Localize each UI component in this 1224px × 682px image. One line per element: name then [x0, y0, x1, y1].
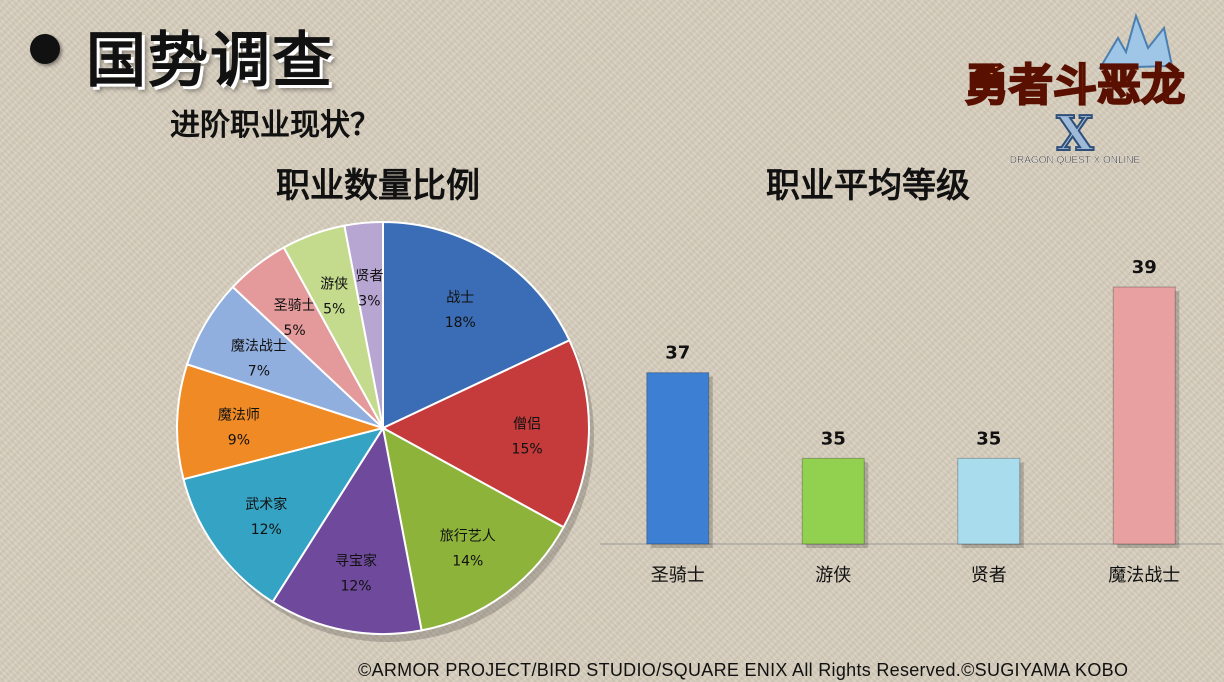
pie-slice-label: 僧侣 [513, 417, 541, 433]
pie-slice-value: 14% [452, 554, 483, 570]
bar [646, 372, 710, 545]
game-logo: 勇者斗恶龙 X DRAGON QUEST X ONLINE [964, 12, 1186, 166]
pie-slice-label: 寻宝家 [335, 553, 377, 570]
logo-tagline: DRAGON QUEST X ONLINE [1010, 155, 1141, 166]
pie-slice-label: 旅行艺人 [440, 529, 496, 545]
pie-slice [343, 220, 384, 429]
pie-slice-value: 18% [445, 315, 476, 331]
pie-slice-value: 15% [512, 442, 543, 458]
pie-slice [182, 426, 386, 604]
castle-icon [1098, 12, 1174, 70]
bar-value-label: 35 [976, 428, 1001, 449]
pie-slice-value: 3% [358, 293, 380, 309]
copyright-text: ©ARMOR PROJECT/BIRD STUDIO/SQUARE ENIX A… [358, 660, 1129, 680]
logo-title: 勇者斗恶龙 [965, 60, 1185, 111]
logo-mark: X [1056, 106, 1094, 162]
title-bullet [30, 34, 60, 64]
bar-category-label: 魔法战士 [1108, 565, 1180, 586]
bar [1112, 286, 1176, 545]
bar-value-label: 35 [821, 428, 846, 449]
pie-slice-label: 武术家 [245, 496, 287, 513]
pie-slice [271, 425, 423, 636]
pie-slice-label: 战士 [446, 290, 474, 306]
pie-slice [382, 220, 571, 430]
pie-slice [380, 338, 590, 529]
pie-chart-title: 职业数量比例 [276, 166, 480, 206]
bar-category-label: 游侠 [815, 565, 851, 586]
pie-slice-value: 7% [248, 364, 270, 380]
bar-value-label: 39 [1132, 257, 1157, 278]
bar [801, 457, 865, 545]
slide-title: 国势调查 [86, 26, 334, 96]
pie-slice [381, 426, 565, 632]
pie-slice-value: 5% [323, 301, 345, 317]
pie-slice-label: 魔法师 [218, 408, 260, 424]
bar-chart-title: 职业平均等级 [766, 166, 970, 206]
pie-slice-label: 游侠 [320, 276, 348, 292]
bar-category-label: 圣骑士 [651, 565, 705, 586]
bar-value-label: 37 [665, 343, 690, 364]
slide-subtitle: 进阶职业现状？ [170, 108, 380, 143]
pie-slice-label: 魔法战士 [231, 339, 287, 355]
pie-chart: 战士 18% 僧侣 15% 旅行艺人 14% 寻宝家 12% 武术家 12% 魔法师 9% 魔法战士 7%… [176, 220, 594, 642]
bar [957, 457, 1021, 545]
pie-slice-value: 12% [340, 579, 371, 595]
pie-slice [176, 363, 387, 481]
bar-category-label: 贤者 [971, 565, 1007, 586]
pie-slice-value: 12% [251, 522, 282, 538]
pie-slice-label: 贤者 [355, 268, 383, 284]
pie-slice-value: 5% [283, 323, 305, 339]
pie-slice-value: 9% [228, 433, 250, 449]
pie-slice-label: 圣骑士 [274, 298, 316, 314]
